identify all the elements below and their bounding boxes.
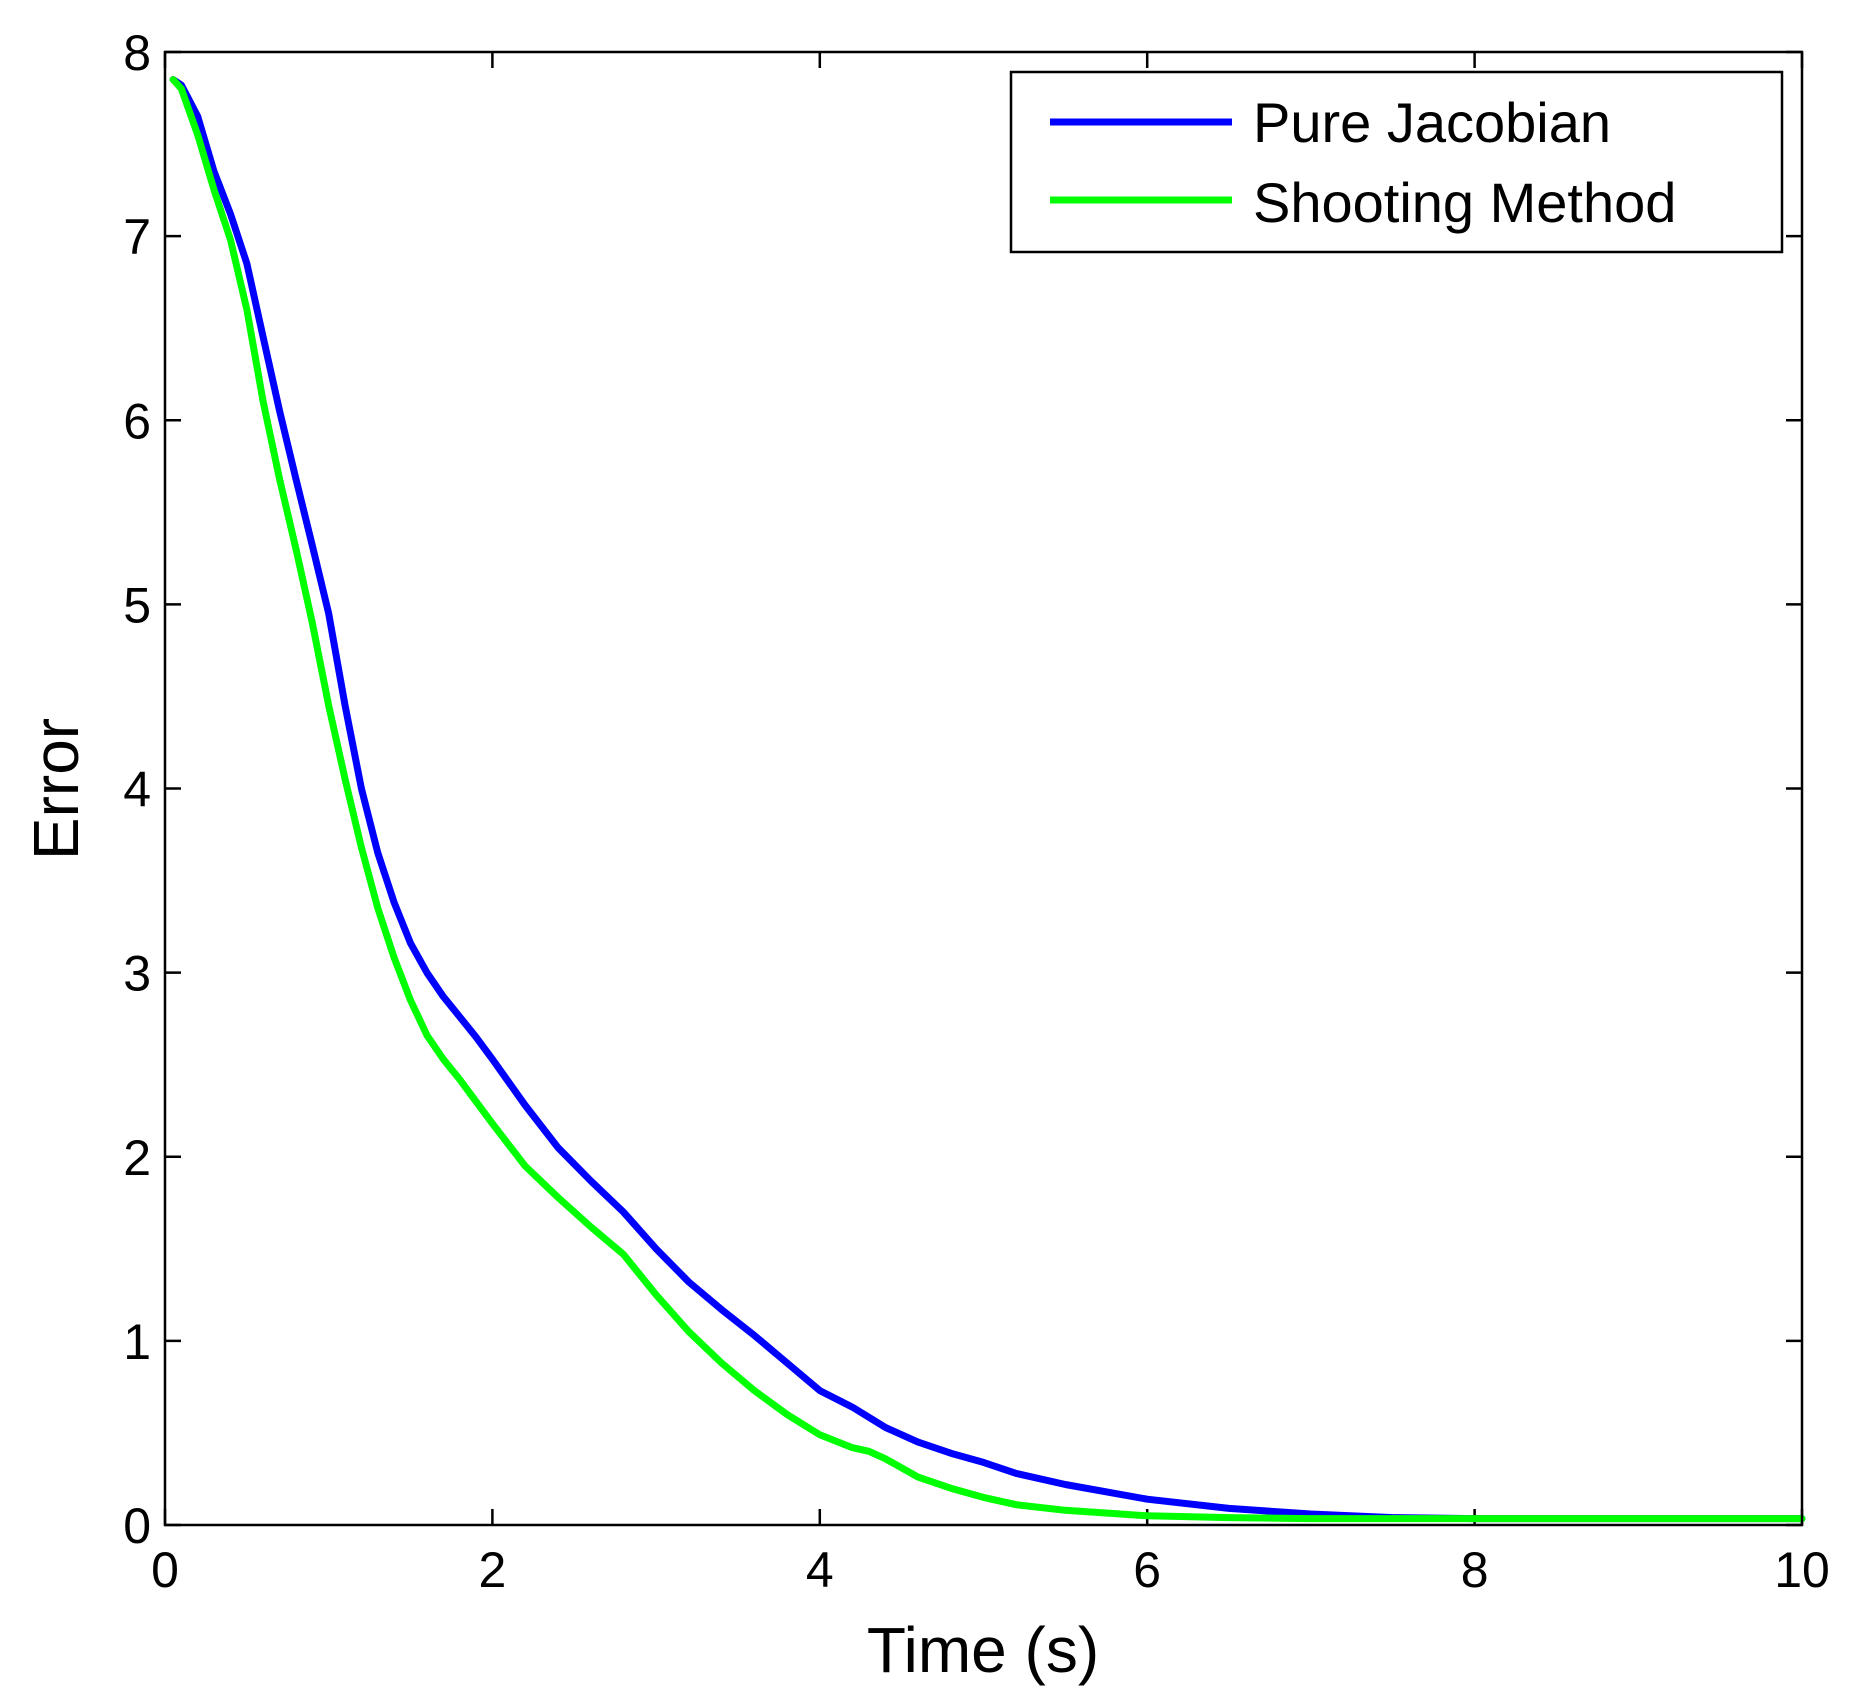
y-tick-label: 7 [123,209,151,265]
x-tick-label: 8 [1461,1542,1489,1598]
legend: Pure Jacobian Shooting Method [1009,70,1784,254]
y-tick-label: 1 [123,1314,151,1370]
series-line-shooting-method [169,76,1806,1523]
y-tick-label: 5 [123,577,151,633]
tick-labels: 0 2 4 6 8 10 0 1 2 3 4 5 6 7 8 [123,25,1830,1598]
y-tick-label: 0 [123,1498,151,1554]
x-tick-label: 2 [478,1542,506,1598]
y-tick-label: 3 [123,946,151,1002]
plot-frame [163,50,1804,1527]
x-tick-label: 10 [1774,1542,1830,1598]
y-axis-label: Error [20,718,92,860]
legend-label-shooting-method: Shooting Method [1253,171,1676,234]
y-tick-label: 2 [123,1130,151,1186]
y-tick-label: 8 [123,25,151,81]
plot-area [165,52,1802,1525]
x-axis-label: Time (s) [867,1614,1099,1686]
y-tick-label: 4 [123,762,151,818]
legend-box [1009,70,1784,254]
y-tick-label: 6 [123,393,151,449]
series-line-pure-jacobian [169,76,1806,1523]
x-tick-label: 6 [1133,1542,1161,1598]
x-tick-label: 4 [806,1542,834,1598]
series-lines [169,76,1806,1523]
x-tick-label: 0 [151,1542,179,1598]
legend-label-pure-jacobian: Pure Jacobian [1253,91,1611,154]
